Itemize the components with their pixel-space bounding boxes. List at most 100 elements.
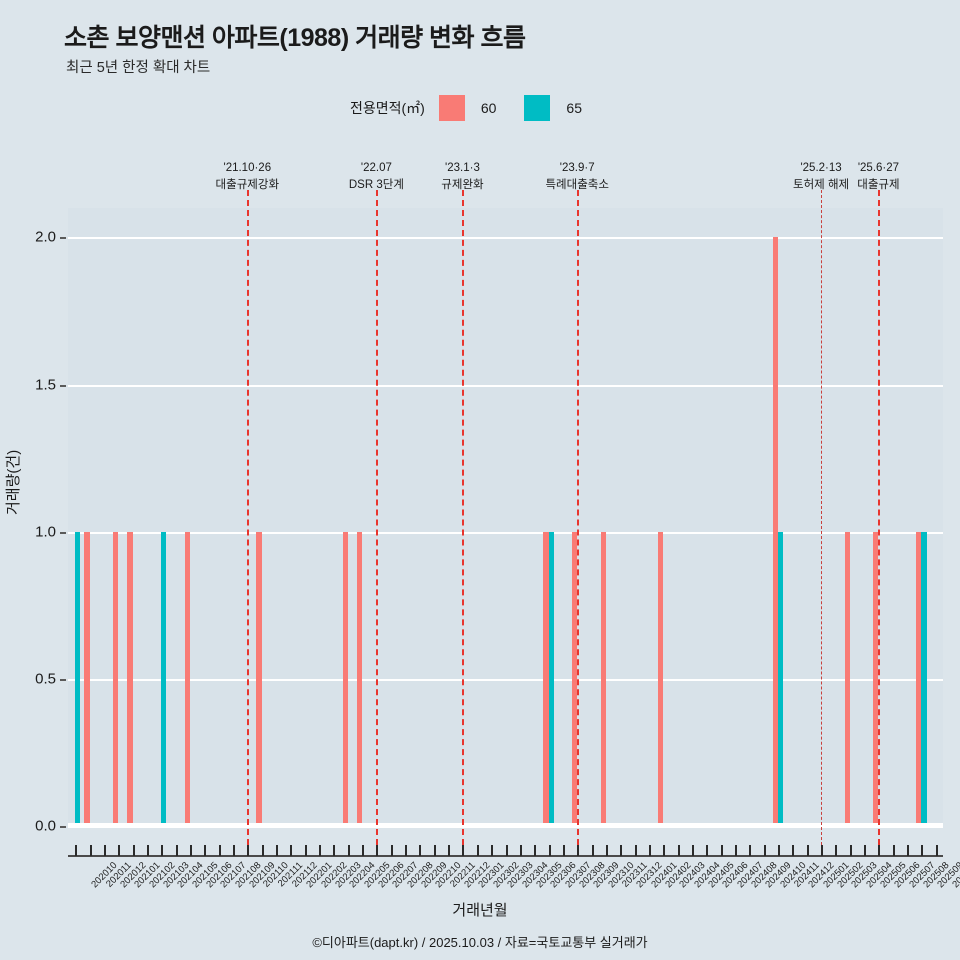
- x-tick-mark: [720, 845, 723, 856]
- bar-202011-60[interactable]: [84, 531, 90, 826]
- page-title: 소촌 보양맨션 아파트(1988) 거래량 변화 흐름: [64, 24, 526, 52]
- x-tick-mark: [591, 845, 594, 856]
- annotation-desc: 대출규제: [857, 178, 900, 191]
- x-tick-mark: [562, 845, 565, 856]
- x-tick-mark: [204, 845, 207, 856]
- annotation-date: '22.07: [360, 162, 392, 174]
- annotation-label-202309: '23.9·7 특례대출축소: [545, 160, 608, 193]
- x-tick-mark: [333, 845, 336, 856]
- y-axis-title: 거래량(건): [5, 449, 22, 515]
- annotation-line-202309: [577, 190, 580, 845]
- legend-item-65[interactable]: 65: [524, 95, 604, 121]
- legend-swatch-60: [438, 95, 465, 121]
- x-tick-mark: [677, 845, 680, 856]
- annotation-line-202207: [376, 190, 379, 845]
- x-tick-mark: [648, 845, 651, 856]
- gridline: [68, 678, 943, 681]
- annotation-date: '25.6·27: [857, 162, 900, 174]
- x-tick-mark: [892, 845, 895, 856]
- annotation-line-202301: [462, 190, 465, 845]
- bar-202102-60[interactable]: [127, 531, 133, 826]
- legend-title: 전용면적(㎡): [349, 100, 425, 116]
- x-tick-mark: [476, 845, 479, 856]
- x-tick-mark: [132, 845, 135, 856]
- x-tick-mark: [935, 845, 938, 856]
- y-tick-mark: [60, 531, 66, 534]
- x-tick-mark: [878, 845, 881, 856]
- x-tick-mark: [849, 845, 852, 856]
- annotation-date: '21.10·26: [223, 162, 272, 174]
- bar-202111-60[interactable]: [256, 531, 262, 826]
- x-tick-mark: [778, 845, 781, 856]
- chart-legend: 전용면적(㎡) 60 65: [0, 95, 960, 121]
- page-subtitle: 최근 5년 한정 확대 차트: [66, 60, 211, 76]
- bar-202504-60[interactable]: [844, 531, 850, 826]
- x-tick-mark: [706, 845, 709, 856]
- bar-202307-60[interactable]: [543, 531, 549, 826]
- bar-202411-65[interactable]: [778, 531, 784, 826]
- annotation-desc: 특례대출축소: [545, 178, 609, 191]
- annotation-label-202506: '25.6·27 대출규제: [857, 160, 899, 193]
- bar-202206-60[interactable]: [356, 531, 363, 826]
- bar-202309-60[interactable]: [572, 531, 578, 826]
- annotation-line-202502: [821, 190, 823, 845]
- bar-202403-60[interactable]: [658, 531, 664, 826]
- annotation-line-202110: [247, 190, 250, 845]
- x-tick-mark: [89, 845, 92, 856]
- annotation-desc: 규제완화: [441, 178, 484, 191]
- x-axis-title: 거래년월: [452, 902, 508, 919]
- gridline: [68, 531, 943, 534]
- x-tick-mark: [419, 845, 422, 856]
- x-tick-mark: [103, 845, 106, 856]
- bar-202010-65[interactable]: [75, 531, 81, 826]
- y-tick-label: 1.0: [35, 523, 56, 541]
- x-tick-mark: [261, 845, 264, 856]
- x-tick-mark: [605, 845, 608, 856]
- bar-202307-65[interactable]: [548, 531, 554, 826]
- bar-202509-65[interactable]: [921, 531, 927, 826]
- x-tick-mark: [907, 845, 910, 856]
- x-tick-mark: [75, 845, 78, 856]
- x-axis-line: [68, 855, 943, 857]
- x-tick-mark: [663, 845, 666, 856]
- annotation-date: '23.1·3: [445, 162, 480, 174]
- bar-202205-60[interactable]: [342, 531, 348, 826]
- annotation-label-202502: '25.2·13 토허제 해제: [793, 160, 849, 193]
- x-tick-mark: [735, 845, 737, 856]
- annotation-desc: DSR 3단계: [348, 178, 404, 191]
- legend-label-65: 65: [566, 100, 582, 116]
- x-tick-mark: [806, 845, 809, 856]
- bar-202509-60[interactable]: [916, 531, 922, 826]
- x-tick-mark: [921, 845, 924, 856]
- x-tick-mark: [821, 845, 824, 856]
- annotation-desc: 토허제 해제: [793, 178, 850, 191]
- x-tick-mark: [362, 845, 365, 856]
- bar-202411-60[interactable]: [772, 237, 779, 826]
- x-tick-mark: [505, 845, 508, 856]
- legend-item-60[interactable]: 60: [438, 95, 519, 121]
- x-tick-mark: [577, 845, 580, 856]
- x-tick-mark: [347, 845, 350, 856]
- bar-202311-60[interactable]: [600, 531, 606, 826]
- x-tick-mark: [519, 845, 522, 856]
- x-tick-mark: [462, 845, 465, 856]
- x-tick-mark: [405, 845, 408, 856]
- x-tick-mark: [448, 845, 451, 856]
- gridline: [68, 237, 943, 240]
- x-tick-mark: [161, 845, 164, 856]
- x-tick-mark: [376, 845, 379, 856]
- x-tick-mark: [491, 845, 494, 856]
- axis-baseline: [68, 823, 943, 826]
- x-tick-mark: [275, 845, 278, 856]
- x-tick-mark: [175, 845, 178, 856]
- x-tick-mark: [319, 845, 322, 856]
- bar-202101-60[interactable]: [113, 531, 119, 826]
- x-tick-mark: [792, 845, 795, 856]
- x-tick-mark: [146, 845, 149, 856]
- bar-202106-60[interactable]: [184, 531, 190, 826]
- gridline: [68, 826, 943, 828]
- bar-202506-60[interactable]: [873, 531, 879, 826]
- x-tick-mark: [548, 845, 551, 856]
- x-tick-mark: [304, 845, 307, 856]
- bar-202104-65[interactable]: [161, 531, 167, 826]
